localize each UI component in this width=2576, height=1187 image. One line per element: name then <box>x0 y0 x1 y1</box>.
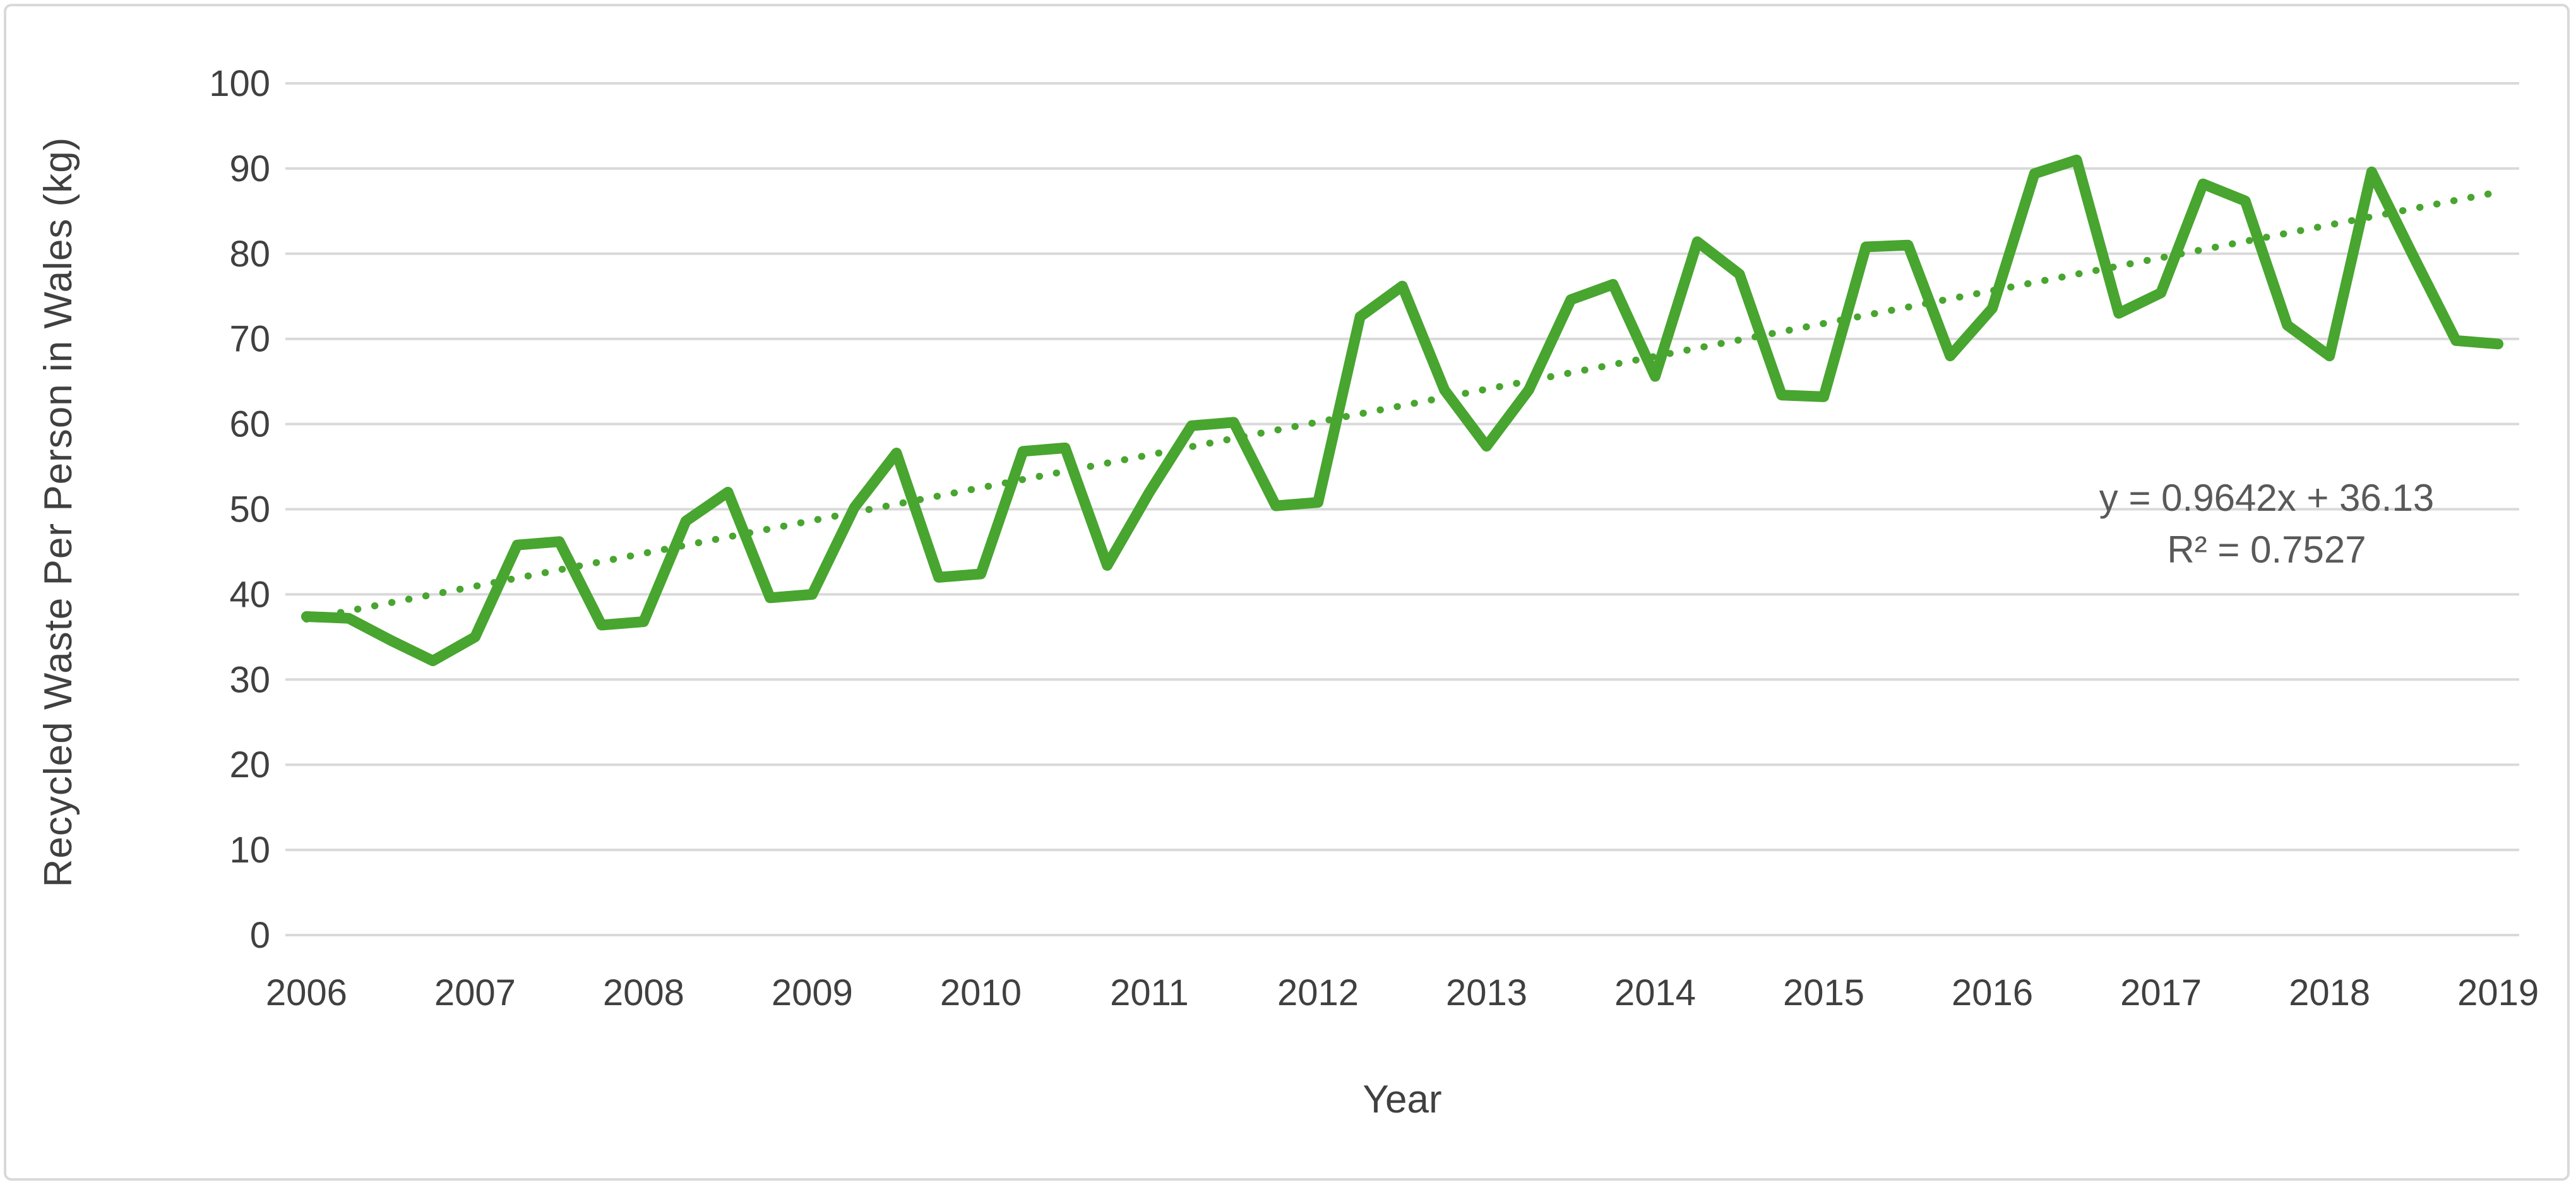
y-tick-label: 10 <box>229 830 270 871</box>
y-tick-label: 90 <box>229 148 270 189</box>
y-tick-label: 0 <box>250 915 270 956</box>
trendline-annotation: y = 0.9642x + 36.13 R² = 0.7527 <box>2014 472 2519 576</box>
y-tick-label: 60 <box>229 404 270 445</box>
x-tick-label: 2014 <box>1614 972 1696 1013</box>
y-tick-label: 50 <box>229 489 270 530</box>
y-tick-label: 40 <box>229 574 270 615</box>
recycled-waste-series-line <box>301 154 2504 667</box>
y-tick-label: 70 <box>229 319 270 360</box>
x-axis-labels: 2006 2007 2008 2009 2010 2011 2012 2013 2014 2015… <box>266 972 2539 1013</box>
y-tick-label: 100 <box>209 63 270 104</box>
x-tick-label: 2013 <box>1446 972 1527 1013</box>
x-tick-label: 2009 <box>772 972 853 1013</box>
trendline <box>302 188 2502 623</box>
x-axis-title: Year <box>1363 1078 1442 1121</box>
x-tick-label: 2012 <box>1277 972 1359 1013</box>
x-tick-label: 2011 <box>1110 972 1189 1013</box>
x-tick-label: 2015 <box>1783 972 1864 1013</box>
x-tick-label: 2016 <box>1952 972 2033 1013</box>
x-tick-label: 2008 <box>603 972 684 1013</box>
x-tick-label: 2007 <box>434 972 516 1013</box>
trendline-r-squared-text: R² = 0.7527 <box>2167 528 2366 571</box>
chart-area-border <box>4 4 2570 1181</box>
y-tick-label: 30 <box>229 659 270 700</box>
y-axis-title: Recycled Waste Per Person in Wales (kg) <box>37 136 80 888</box>
x-tick-label: 2018 <box>2289 972 2370 1013</box>
y-tick-label: 80 <box>229 234 270 275</box>
data-line <box>301 154 2504 667</box>
x-tick-label: 2010 <box>940 972 1022 1013</box>
x-tick-label: 2019 <box>2457 972 2539 1013</box>
x-tick-label: 2017 <box>2120 972 2202 1013</box>
y-axis-labels: 0 10 20 30 40 50 60 70 80 90 100 <box>209 63 270 956</box>
trendline-equation-text: y = 0.9642x + 36.13 <box>2099 477 2435 519</box>
x-tick-label: 2006 <box>266 972 347 1013</box>
trendline-dotted <box>302 188 2502 623</box>
y-tick-label: 20 <box>229 744 270 785</box>
